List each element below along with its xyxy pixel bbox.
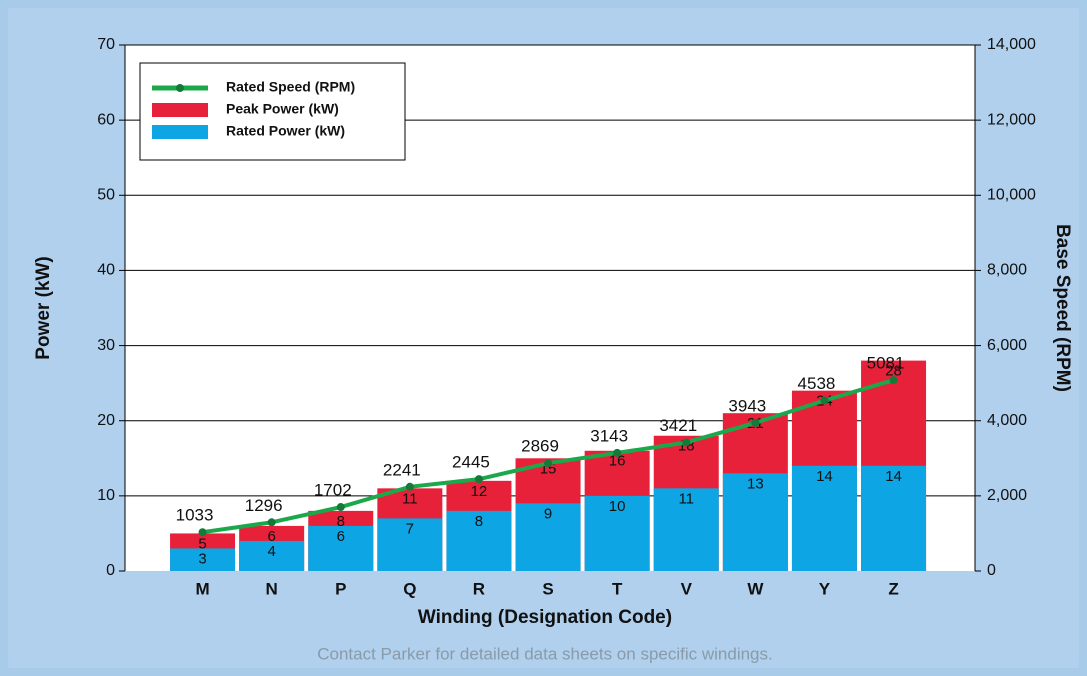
- data-label: 16: [609, 453, 626, 470]
- legend-swatch: [176, 84, 184, 92]
- data-label: 1033: [176, 506, 214, 525]
- data-label: 3: [198, 550, 206, 567]
- y2-tick-label: 6,000: [987, 337, 1027, 354]
- y-tick-label: 10: [97, 487, 115, 504]
- x-tick-label: Y: [819, 579, 831, 598]
- y2-tick-label: 0: [987, 562, 996, 579]
- data-label: 3421: [659, 416, 697, 435]
- footnote: Contact Parker for detailed data sheets …: [317, 644, 772, 663]
- bar: [170, 548, 236, 571]
- y-tick-label: 20: [97, 412, 115, 429]
- y-axis-title: Power (kW): [33, 256, 54, 359]
- point: [198, 528, 207, 537]
- data-label: 12: [471, 483, 488, 500]
- point: [751, 418, 760, 427]
- data-label: 11: [402, 490, 418, 507]
- bar: [239, 540, 305, 571]
- y-tick-label: 30: [97, 337, 115, 354]
- data-label: 14: [816, 468, 833, 485]
- x-tick-label: V: [681, 579, 693, 598]
- data-label: 28: [885, 363, 902, 380]
- data-label: 3943: [728, 396, 766, 415]
- data-label: 2445: [452, 453, 490, 472]
- bar: [308, 525, 374, 571]
- x-tick-label: S: [542, 579, 553, 598]
- x-tick-label: W: [747, 579, 764, 598]
- data-label: 5: [198, 535, 206, 552]
- bar: [653, 488, 719, 571]
- data-label: 13: [747, 475, 764, 492]
- y-tick-label: 0: [106, 562, 115, 579]
- legend-label: Rated Power (kW): [226, 123, 345, 139]
- data-label: 6: [337, 528, 345, 545]
- data-label: 4: [267, 543, 275, 560]
- legend-label: Rated Speed (RPM): [226, 79, 355, 95]
- y-tick-label: 40: [97, 262, 115, 279]
- data-label: 5081: [867, 354, 905, 373]
- legend-label: Peak Power (kW): [226, 101, 339, 117]
- point: [889, 376, 898, 385]
- point: [820, 396, 829, 405]
- data-label: 8: [337, 513, 345, 530]
- y2-tick-label: 14,000: [987, 36, 1036, 53]
- bar: [515, 503, 581, 571]
- point: [682, 438, 691, 447]
- bar: [722, 473, 788, 571]
- bar: [791, 465, 857, 571]
- point: [405, 482, 414, 491]
- legend-swatch: [152, 103, 208, 117]
- data-label: 7: [406, 520, 414, 537]
- point: [544, 459, 553, 468]
- data-label: 6: [267, 528, 275, 545]
- bar: [446, 510, 512, 571]
- data-label: 1702: [314, 481, 352, 500]
- y2-tick-label: 2,000: [987, 487, 1027, 504]
- data-label: 10: [609, 498, 626, 515]
- x-tick-label: Q: [403, 579, 416, 598]
- x-tick-label: T: [612, 579, 623, 598]
- data-label: 3143: [590, 426, 628, 445]
- y2-tick-label: 4,000: [987, 412, 1027, 429]
- bar: [861, 465, 927, 571]
- x-tick-label: P: [335, 579, 346, 598]
- bar: [584, 495, 650, 571]
- y-tick-label: 60: [97, 111, 115, 128]
- data-label: 1296: [245, 496, 283, 515]
- y2-tick-label: 10,000: [987, 187, 1036, 204]
- data-label: 8: [475, 513, 483, 530]
- y2-tick-label: 8,000: [987, 262, 1027, 279]
- point: [474, 475, 483, 484]
- data-label: 4538: [798, 374, 836, 393]
- data-label: 9: [544, 505, 552, 522]
- x-tick-label: N: [266, 579, 278, 598]
- data-label: 11: [678, 490, 694, 507]
- x-axis-title: Winding (Designation Code): [418, 607, 672, 628]
- bar: [377, 518, 443, 571]
- x-tick-label: R: [473, 579, 485, 598]
- point: [613, 448, 622, 457]
- y-tick-label: 70: [97, 36, 115, 53]
- y2-tick-label: 12,000: [987, 111, 1036, 128]
- data-label: 2241: [383, 460, 421, 479]
- point: [336, 503, 345, 512]
- point: [267, 518, 276, 527]
- x-tick-label: M: [195, 579, 209, 598]
- data-label: 2869: [521, 437, 559, 456]
- data-label: 14: [885, 468, 902, 485]
- legend-swatch: [152, 125, 208, 139]
- y-tick-label: 50: [97, 187, 115, 204]
- y2-axis-title: Base Speed (RPM): [1052, 224, 1073, 392]
- x-tick-label: Z: [888, 579, 898, 598]
